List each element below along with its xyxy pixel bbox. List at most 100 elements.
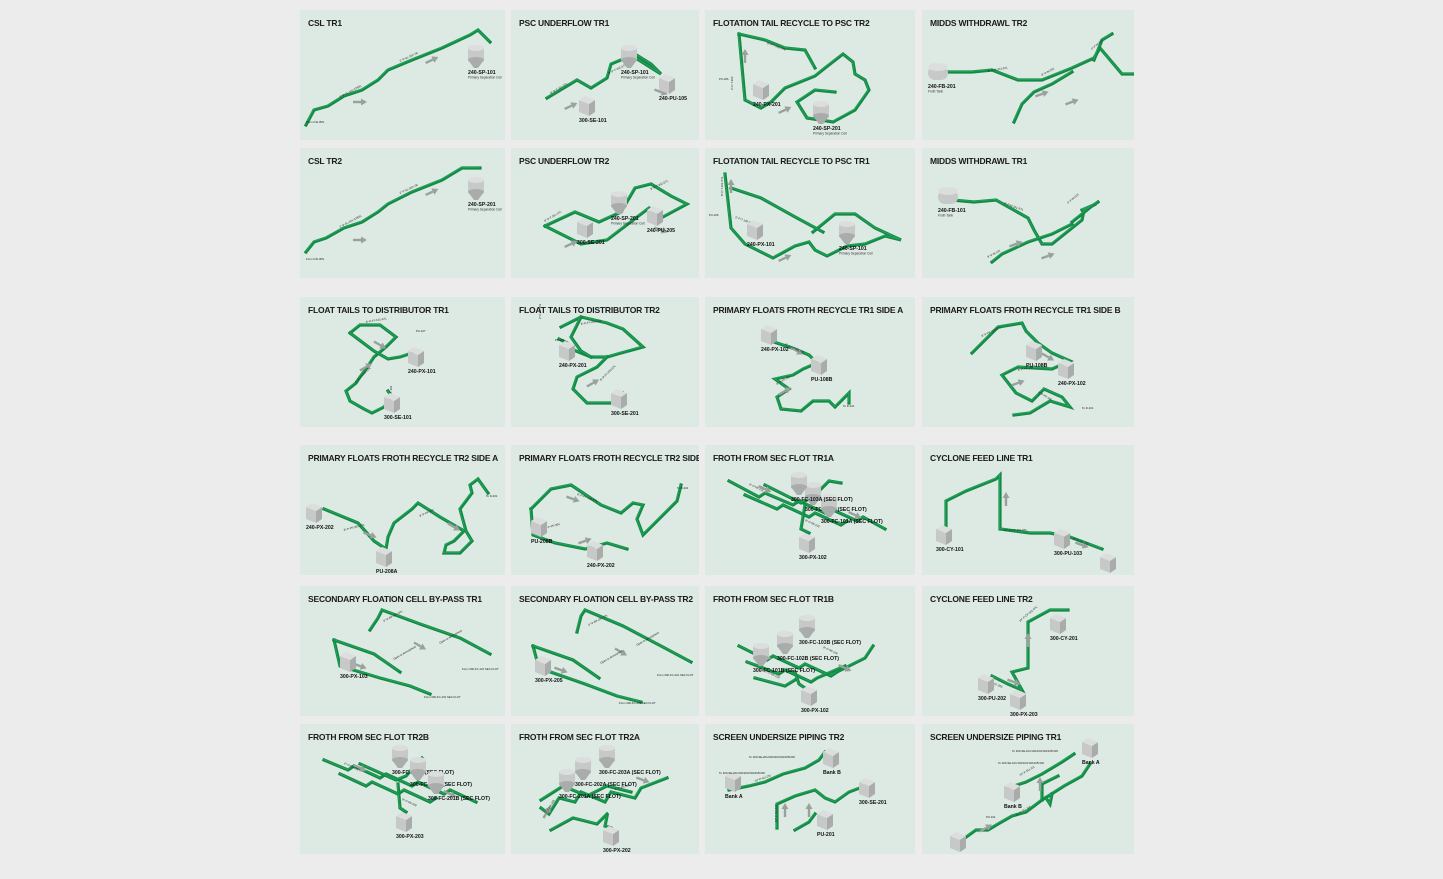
flow-arrow-icon: [1009, 240, 1023, 248]
pipe-highlight: [571, 356, 623, 403]
pipe-label: 8"-P-PF-102: [776, 374, 792, 385]
annotation-note: PU-107: [416, 329, 426, 333]
equipment-tag: 300-PU-202: [978, 696, 1006, 702]
equipment-vessel: 300-FC-201A (SEC FLOT): [559, 769, 621, 800]
flow-arrow-icon: [413, 641, 427, 650]
piping-drawing: 8"-P-PF-203-STL 8"-P-PF-204 PU-208B 240-PX-…: [528, 483, 689, 569]
annotation-note: To 300-SE-101/102/103/104/105/106: [1012, 749, 1058, 753]
pipe-highlight: [569, 316, 591, 357]
pipe-highlight: [1012, 70, 1072, 122]
piping-drawing: 8"-P-T-201-STL 2"-P-T-202 240-PX-201 240-SP…: [719, 32, 871, 136]
pipe-label: 8"-P-PF-103-STL: [981, 325, 1003, 338]
equipment-tag: PU-201: [817, 832, 835, 838]
equipment-description: Froth Tank: [928, 90, 943, 94]
piping-drawing: 8"-P-M-101-STL 8"-P-M-102 4"-P-M-103 240-FB…: [938, 187, 1101, 265]
pipe-label: 8"-P-PF-203-STL: [577, 492, 599, 503]
diagram-panel-float-tails-tr1: 8"-P-FT-101-STL8"-P-FT-102-STL2"-P-FT-10…: [300, 297, 505, 427]
diagram-panel-pf-froth-tr1-b: 8"-P-PF-103-STL 8"-P-PF-104 2"-P-PF-105 PU-…: [922, 297, 1134, 427]
diagram-panel-screen-tr2: 10"-P-SU-201 10"-P-SU-202 Bank A Bank B 300-…: [705, 724, 915, 854]
pipe-highlight: [550, 813, 607, 830]
piping-drawing: 8"-P-FT-101-STL8"-P-FT-102-STL2"-P-FT-10…: [344, 316, 436, 421]
annotation-note: From 300-FC-101 SEC FLOT: [424, 695, 461, 699]
pipe-highlight: [991, 222, 1072, 262]
equipment-tag: 300-SE-201: [577, 240, 605, 246]
annotation-note: To 300-SE-201/202/203/204/205/206: [719, 771, 765, 775]
flow-arrow-icon: [979, 824, 993, 833]
equipment-box: Bank B: [823, 748, 841, 776]
annotation-note: From 300-FC-201 SEC FLOT: [619, 701, 656, 705]
flow-arrow-icon: [790, 346, 804, 355]
flow-arrow-icon: [781, 803, 789, 817]
pipe-label: 6"-P-FR-101: [749, 482, 765, 492]
equipment-box: 240-PX-201: [559, 341, 587, 369]
pipe-highlight: [333, 638, 400, 672]
pipe-highlight: [744, 493, 847, 525]
annotation-note: To D-101: [1082, 406, 1094, 410]
equipment-tag: 300-PX-103: [340, 674, 368, 680]
pipe-label: 8"-P-PF-104: [1017, 365, 1033, 372]
flow-arrow-icon: [353, 763, 367, 772]
panel-title: FROTH FROM SEC FLOT TR1A: [713, 453, 834, 463]
pipe-run: [321, 476, 491, 555]
equipment-box: 300-PX-202: [603, 826, 631, 854]
equipment-tag: 300-FC-201A (SEC FLOT): [559, 794, 621, 800]
piping-drawing: 8"-P-T-101-STL8"-P-T-102-STL240-SP-101Pr…: [544, 45, 687, 124]
equipment-tag: 300-PX-202: [603, 848, 631, 854]
annotation-note: PU-201: [555, 338, 565, 342]
piping-drawing: 8"-P-PF-103-STL 8"-P-PF-104 2"-P-PF-105 PU-…: [969, 321, 1094, 417]
flow-arrow-icon: [554, 666, 568, 674]
piping-drawing: 2"-P-SL-101-STEEL2"-P-SL-102-TB240-SP-10…: [303, 27, 502, 128]
equipment-tag: 240-SP-101: [839, 246, 867, 252]
equipment-vessel: 300-FC-101B (SEC FLOT): [753, 643, 815, 674]
equipment-vessel: 300-FC-201B (SEC FLOT): [428, 771, 490, 802]
equipment-tag: 240-FB-201: [928, 84, 956, 90]
equipment-box: 300-PU-103: [1054, 529, 1082, 557]
piping-drawing: 8"-P-M-201-STL 8"-P-M-2024"-P-M-203240-FB…: [928, 31, 1134, 125]
equipment-box: 240-PX-202: [587, 541, 615, 569]
pipe-run: [1091, 31, 1115, 63]
diagram-panel-midds-tr2: 8"-P-M-201-STL 8"-P-M-202 4"-P-M-203 240-FB…: [922, 10, 1134, 140]
pipe-highlight: [575, 608, 691, 662]
equipment-box: 240-PX-101: [747, 220, 775, 248]
flow-arrow-icon: [425, 56, 439, 65]
equipment-box: PU-108B: [811, 355, 833, 383]
panel-title: SECONDARY FLOATION CELL BY-PASS TR1: [308, 594, 482, 604]
flow-arrow-icon: [848, 510, 862, 519]
flow-arrow-icon: [805, 803, 813, 817]
pipe-run: [1069, 199, 1101, 225]
flow-arrow-icon: [654, 88, 668, 96]
pipe-label: 6"-P-FR-203: [544, 799, 555, 815]
equipment-box: 300-PX-203: [396, 812, 424, 840]
equipment-tag: 300-FC-203A (SEC FLOT): [599, 770, 661, 776]
equipment-tag: Bank B: [823, 770, 841, 776]
flow-arrow-icon: [447, 522, 461, 531]
equipment-tag: 300-FC-202A (SEC FLOT): [575, 782, 637, 788]
annotation-note: To 300-SE-201/202/203/204/205/206: [749, 755, 795, 759]
equipment-box: 300-SE-201: [577, 218, 605, 246]
panel-title: FROTH FROM SEC FLOT TR2B: [308, 732, 429, 742]
equipment-tag: 300-FC-101A (SEC FLOT): [821, 519, 883, 525]
pipe-label: 2"-P-FT-103: [389, 385, 393, 401]
equipment-box: 300-PX-102: [799, 533, 827, 561]
annotation-note: PU-206: [719, 77, 729, 81]
panel-title: FROTH FROM SEC FLOT TR2A: [519, 732, 640, 742]
panel-title: CSL TR1: [308, 18, 342, 28]
equipment-box: 240-PU-205: [647, 206, 675, 234]
equipment-box: 300-PU-202: [978, 674, 1006, 702]
pipe-label: Open to Atmosphere: [600, 648, 625, 665]
panel-title: FLOAT TAILS TO DISTRIBUTOR TR2: [519, 305, 660, 315]
pipe-label: 8"-P-FR-102: [805, 518, 821, 528]
pipe-label: 6"-P-FR-201: [344, 761, 360, 771]
equipment-tag: PU-108B: [811, 377, 833, 383]
equipment-tag: 240-PX-202: [587, 563, 615, 569]
equipment-description: Primary Separation Cell: [813, 132, 847, 136]
pipe-label: Open to Atmosphere: [393, 644, 418, 661]
equipment-box: 240-PX-102: [1058, 359, 1086, 387]
diagram-panel-froth-sec-tr1a: 6"-P-FR-101 8"-P-FR-102 300-FC-102A (SEC F…: [705, 445, 915, 575]
piping-drawing: 10"-P-CF-201-STL10"-P-CF-202300-CY-20130…: [978, 604, 1078, 716]
equipment-tag: PU-208A: [376, 569, 398, 575]
